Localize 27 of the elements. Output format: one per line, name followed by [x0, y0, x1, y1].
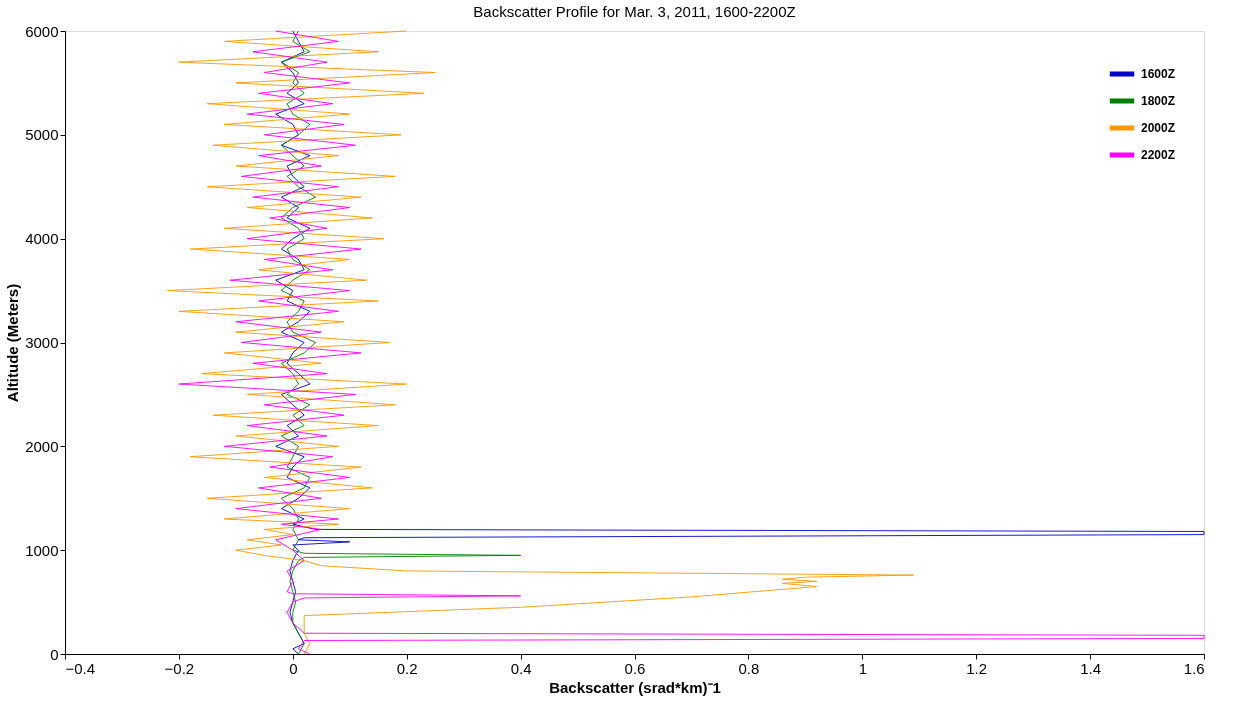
x-tick-label: 1.4	[1080, 659, 1102, 677]
x-tick-label: 0	[289, 659, 298, 677]
legend-label: 2000Z	[1141, 121, 1176, 135]
legend-label: 2200Z	[1141, 148, 1176, 162]
legend-label: 1600Z	[1141, 67, 1176, 81]
x-tick-label: 0.8	[738, 659, 760, 677]
y-tick-label: 6000	[25, 22, 59, 40]
x-tick-label: 0.4	[510, 659, 532, 677]
legend-label: 1800Z	[1141, 94, 1176, 108]
line-series	[167, 30, 915, 655]
y-tick-label: 3000	[25, 334, 59, 351]
y-tick-label: 4000	[25, 230, 59, 248]
x-axis-title: Backscatter (srad*km)⁻1	[549, 678, 721, 696]
x-tick-label: 1	[858, 659, 867, 677]
x-tick-label: 0.6	[624, 659, 646, 677]
y-tick-label: 1000	[25, 541, 59, 559]
x-tick-label: 1.6	[1183, 659, 1205, 677]
x-tick-label: −0.4	[65, 659, 96, 677]
y-tick-label: 0	[50, 645, 59, 663]
x-tick-label: −0.2	[164, 659, 195, 677]
x-tick-label: 1.2	[966, 659, 988, 677]
x-tick-label: 0.2	[396, 659, 418, 677]
line-series	[280, 30, 522, 655]
y-tick-label: 2000	[25, 437, 59, 455]
y-tick-label: 5000	[25, 126, 59, 144]
chart-title: Backscatter Profile for Mar. 3, 2011, 1600-2200Z	[473, 3, 796, 20]
y-axis-title: Altitude (Meters)	[4, 283, 22, 403]
